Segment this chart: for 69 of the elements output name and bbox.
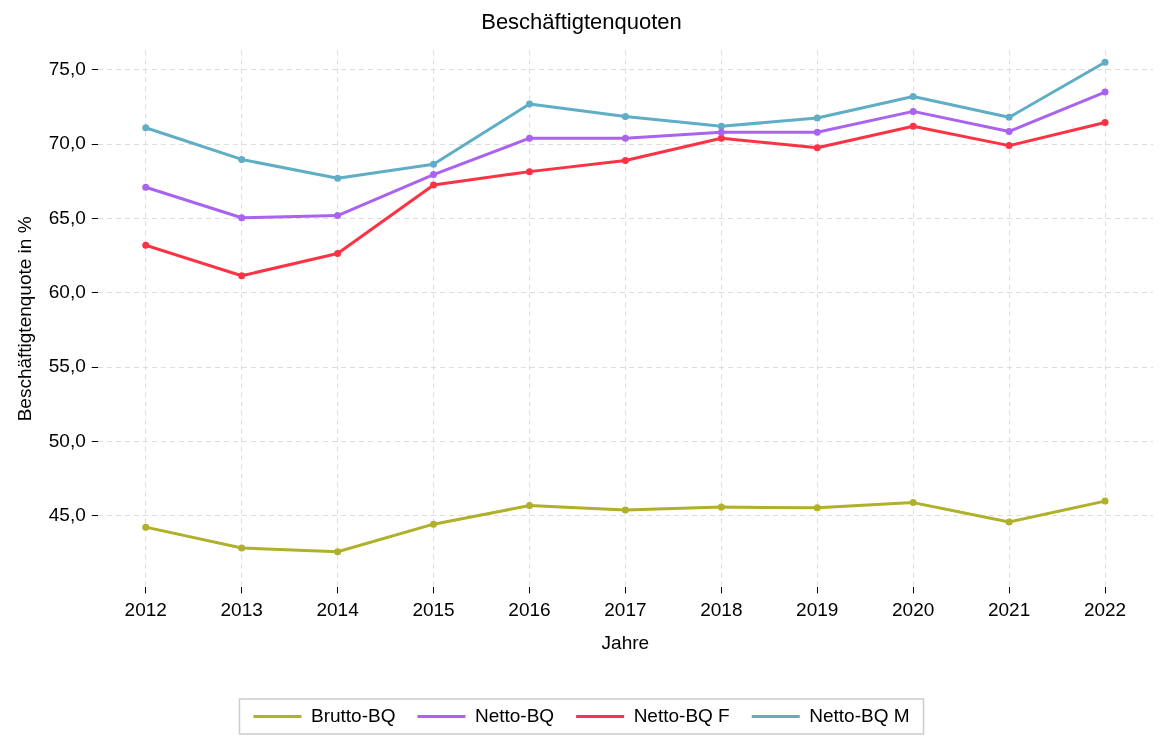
point [334, 548, 342, 556]
x-tick-label: 2019 [796, 599, 839, 621]
y-tick-label: 60,0 [48, 281, 86, 303]
point [142, 523, 150, 531]
point [334, 174, 342, 182]
point [621, 134, 629, 142]
x-tick-label: 2015 [412, 599, 455, 621]
legend-label: Netto-BQ [474, 704, 555, 726]
point [1005, 518, 1013, 526]
point [1101, 497, 1109, 505]
point [813, 114, 821, 122]
point [813, 144, 821, 152]
y-tick-label: 65,0 [48, 206, 86, 228]
point [525, 100, 533, 108]
point [717, 128, 725, 136]
legend-label: Brutto-BQ [310, 704, 396, 726]
chart-title: Beschäftigtenquoten [481, 9, 682, 35]
x-tick-label: 2017 [604, 599, 647, 621]
point [909, 499, 917, 507]
point [1005, 142, 1013, 150]
y-tick-label: 45,0 [48, 504, 86, 526]
point [1101, 119, 1109, 127]
point [525, 134, 533, 142]
point [717, 122, 725, 130]
x-tick-label: 2012 [124, 599, 167, 621]
point [909, 107, 917, 115]
x-tick-label: 2018 [700, 599, 743, 621]
point [1005, 127, 1013, 135]
point [525, 168, 533, 176]
point [430, 171, 438, 179]
x-tick-label: 2020 [892, 599, 935, 621]
point [334, 249, 342, 257]
point [717, 503, 725, 511]
y-tick-label: 75,0 [48, 57, 86, 79]
point [238, 155, 246, 163]
point [238, 214, 246, 222]
point [909, 122, 917, 130]
x-axis-title: Jahre [601, 631, 650, 653]
legend-label: Netto-BQ M [809, 704, 910, 726]
y-tick-label: 50,0 [48, 429, 86, 451]
point [142, 241, 150, 249]
point [142, 124, 150, 132]
point [525, 502, 533, 510]
point [1101, 58, 1109, 66]
point [909, 93, 917, 101]
x-tick-label: 2013 [220, 599, 263, 621]
y-tick-label: 70,0 [48, 132, 86, 154]
point [142, 183, 150, 191]
point [430, 181, 438, 189]
y-tick-label: 55,0 [48, 355, 86, 377]
x-tick-label: 2014 [316, 599, 360, 621]
x-tick-label: 2016 [508, 599, 551, 621]
point [430, 520, 438, 528]
point [334, 212, 342, 220]
point [238, 544, 246, 552]
point [1005, 113, 1013, 121]
point [1101, 88, 1109, 96]
y-axis-title: Beschäftigtenquote in % [13, 216, 35, 422]
point [621, 113, 629, 121]
legend-label: Netto-BQ F [633, 704, 730, 726]
point [430, 160, 438, 168]
point [621, 506, 629, 514]
point [813, 504, 821, 512]
x-tick-label: 2021 [987, 599, 1031, 621]
point [621, 156, 629, 164]
point [813, 128, 821, 136]
point [238, 272, 246, 280]
x-tick-label: 2022 [1083, 599, 1127, 621]
point [717, 134, 725, 142]
